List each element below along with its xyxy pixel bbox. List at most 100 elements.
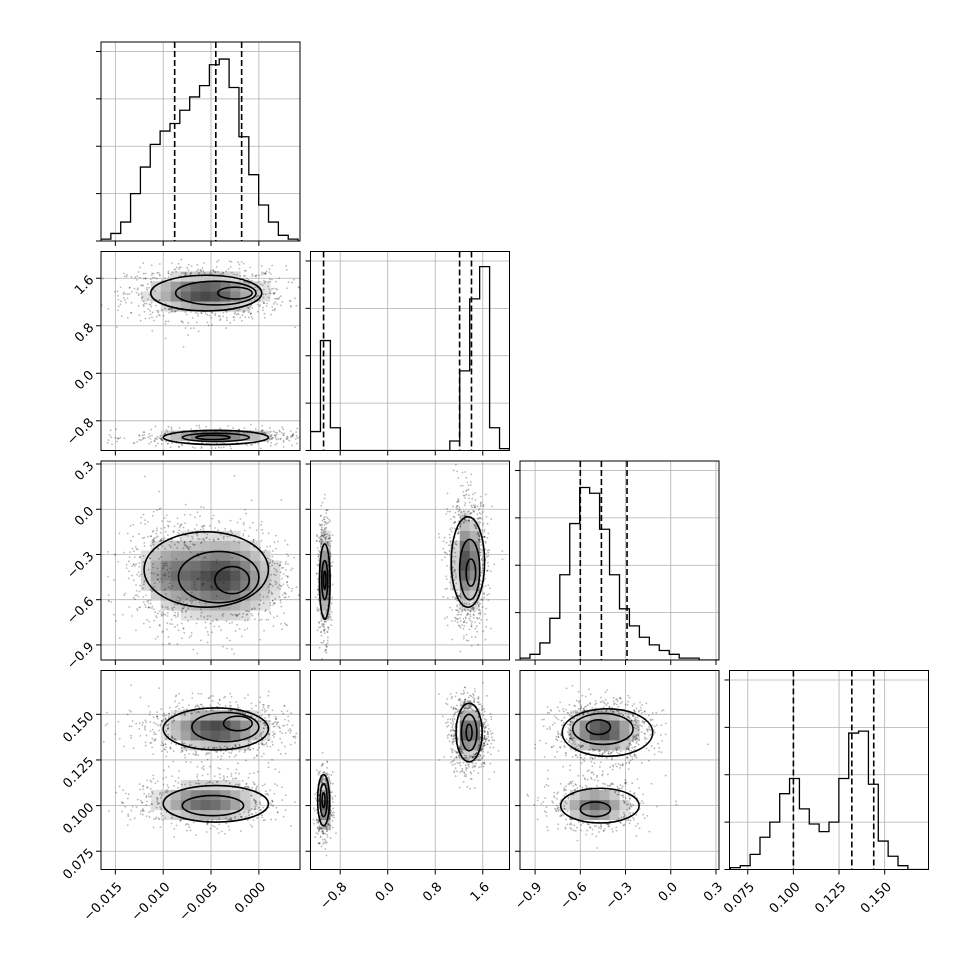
scatter-point	[274, 725, 276, 728]
scatter-point	[280, 741, 283, 744]
scatter-point	[490, 733, 493, 735]
scatter-point	[456, 770, 458, 773]
scatter-point	[164, 606, 167, 609]
scatter-point	[483, 708, 486, 710]
scatter-point	[177, 611, 180, 614]
scatter-point	[179, 601, 182, 603]
scatter-point	[167, 270, 170, 273]
panel-frame	[100, 251, 301, 451]
scatter-point	[328, 828, 331, 831]
panel-frame	[310, 670, 510, 870]
scatter-point	[178, 445, 180, 448]
scatter-point	[285, 437, 288, 440]
scatter-point	[196, 312, 199, 315]
scatter-point	[141, 537, 144, 540]
scatter-point	[268, 733, 271, 736]
density-cell	[320, 530, 331, 541]
scatter-point	[269, 290, 272, 293]
scatter-point	[323, 620, 326, 623]
scatter-point	[457, 499, 460, 502]
scatter-point	[155, 304, 158, 307]
scatter-point	[206, 533, 209, 536]
scatter-point	[470, 473, 472, 476]
scatter-point	[572, 711, 575, 713]
scatter-point	[324, 777, 327, 780]
scatter-point	[534, 747, 537, 750]
scatter-point	[281, 577, 284, 580]
scatter-point	[627, 748, 630, 750]
scatter-point	[289, 728, 291, 730]
scatter-point	[567, 723, 570, 726]
scatter-point	[618, 713, 621, 716]
scatter-point	[283, 705, 286, 708]
scatter-point	[144, 272, 147, 275]
scatter-point	[325, 783, 328, 786]
scatter-point	[267, 766, 270, 769]
scatter-point	[320, 631, 323, 634]
scatter-point	[146, 535, 149, 538]
scatter-point	[244, 662, 246, 664]
scatter-point	[137, 294, 140, 297]
scatter-point	[158, 508, 161, 511]
scatter-point	[315, 818, 318, 821]
scatter-point	[138, 276, 141, 279]
scatter-point	[202, 582, 205, 585]
scatter-point	[264, 724, 267, 727]
scatter-point	[183, 631, 186, 634]
scatter-point	[279, 295, 282, 298]
scatter-point	[261, 309, 264, 312]
scatter-point	[264, 272, 267, 274]
scatter-point	[235, 614, 238, 617]
scatter-point	[177, 613, 179, 616]
scatter-point	[185, 272, 188, 274]
scatter-point	[325, 612, 327, 615]
scatter-point	[149, 437, 152, 440]
scatter-point	[321, 777, 324, 780]
scatter-point	[466, 699, 469, 702]
scatter-point	[316, 607, 319, 609]
scatter-point	[556, 792, 558, 795]
scatter-point	[161, 792, 164, 794]
scatter-point	[452, 723, 454, 726]
scatter-point	[591, 771, 594, 774]
scatter-point	[229, 818, 232, 821]
scatter-point	[454, 711, 457, 714]
scatter-point	[482, 725, 485, 728]
scatter-point	[155, 722, 157, 725]
scatter-point	[220, 830, 223, 833]
scatter-point	[263, 708, 266, 711]
scatter-point	[546, 777, 549, 780]
scatter-point	[324, 528, 326, 531]
scatter-point	[591, 757, 594, 760]
scatter-point	[614, 702, 616, 705]
scatter-point	[450, 729, 453, 732]
scatter-point	[322, 771, 325, 774]
scatter-point	[188, 781, 191, 784]
scatter-point	[157, 578, 159, 581]
density-cell	[190, 271, 201, 282]
scatter-point	[194, 447, 196, 449]
scatter-point	[616, 751, 619, 754]
scatter-point	[320, 504, 323, 507]
scatter-point	[282, 434, 285, 437]
density-cell	[459, 580, 470, 591]
scatter-point	[332, 811, 335, 814]
scatter-point	[122, 272, 125, 275]
scatter-point	[483, 530, 486, 533]
scatter-point	[317, 826, 319, 829]
density-panel	[310, 670, 510, 870]
density-cell	[160, 291, 171, 302]
scatter-point	[614, 790, 617, 793]
scatter-point	[114, 436, 117, 439]
scatter-point	[230, 613, 232, 616]
scatter-point	[317, 773, 320, 776]
scatter-point	[651, 718, 654, 721]
density-cell	[170, 560, 181, 571]
scatter-point	[200, 312, 203, 315]
scatter-point	[326, 773, 329, 776]
scatter-point	[622, 713, 625, 716]
scatter-point	[325, 827, 328, 829]
scatter-point	[247, 306, 249, 309]
scatter-point	[571, 684, 574, 687]
density-cell	[260, 580, 271, 591]
